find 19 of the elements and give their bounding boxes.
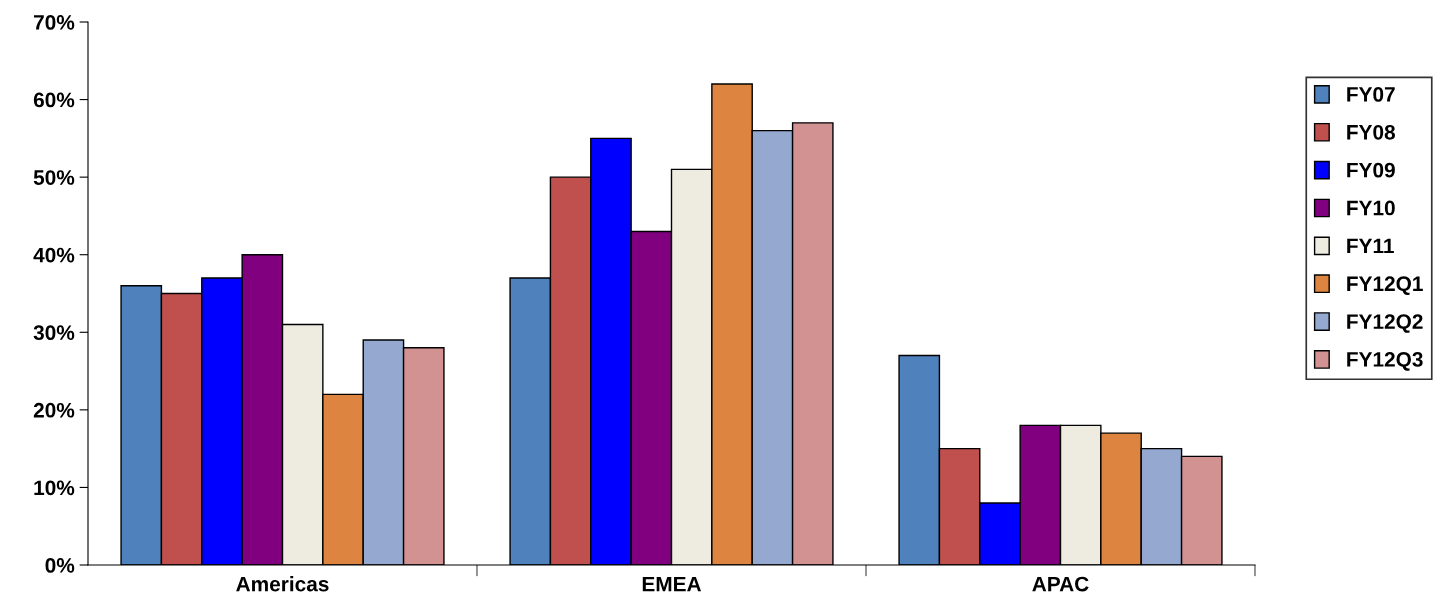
legend-label: FY07 bbox=[1347, 87, 1395, 102]
y-tick-label: 20% bbox=[33, 402, 75, 418]
legend-label: FY08 bbox=[1347, 124, 1395, 140]
x-tick-label: EMEA bbox=[642, 576, 702, 592]
legend-label: FY10 bbox=[1347, 200, 1395, 216]
x-tick-label: APAC bbox=[1032, 576, 1089, 592]
y-tick-label: 30% bbox=[33, 325, 75, 341]
legend-label: FY12Q3 bbox=[1347, 352, 1423, 371]
y-tick-label: 50% bbox=[33, 170, 75, 185]
legend-label: FY12Q1 bbox=[1347, 276, 1423, 295]
y-tick-label: 60% bbox=[33, 92, 75, 108]
y-tick-label: 70% bbox=[34, 15, 75, 30]
legend-label: FY09 bbox=[1347, 162, 1395, 178]
legend-label: FY12Q2 bbox=[1347, 314, 1423, 333]
legend-label: FY11 bbox=[1347, 238, 1394, 254]
y-tick-label: 10% bbox=[34, 480, 75, 496]
x-tick-label: Americas bbox=[236, 576, 329, 592]
y-tick-label: 40% bbox=[33, 247, 75, 263]
y-tick-label: 0% bbox=[45, 558, 75, 573]
